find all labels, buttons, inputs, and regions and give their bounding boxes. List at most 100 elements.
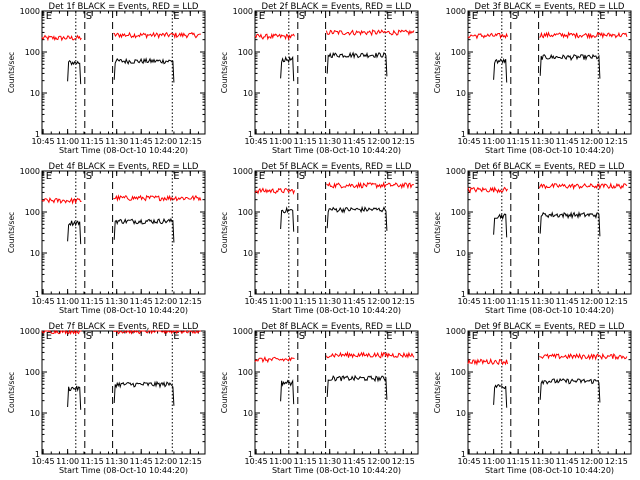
y-axis-label: Counts/sec <box>7 52 16 93</box>
x-axis-label: Start Time (08-Oct-10 10:44:20) <box>272 146 401 155</box>
x-tick-label: 11:00 <box>482 457 505 466</box>
x-tick-label: 10:45 <box>32 297 55 306</box>
event-marker-label: E <box>599 11 605 22</box>
y-tick-label: 1000 <box>20 7 40 16</box>
plot-frame <box>254 10 419 135</box>
event-marker-label: E <box>46 171 52 182</box>
chart-title: Det 3f BLACK = Events, RED = LLD <box>475 2 625 12</box>
y-tick-label: 100 <box>238 208 253 217</box>
x-axis-label: Start Time (08-Oct-10 10:44:20) <box>59 306 188 315</box>
plot-frame <box>254 170 419 295</box>
x-tick-label: 11:15 <box>507 297 530 306</box>
x-axis-label: Start Time (08-Oct-10 10:44:20) <box>272 466 401 475</box>
plot-frame <box>41 330 206 455</box>
x-axis-label: Start Time (08-Oct-10 10:44:20) <box>485 306 614 315</box>
series-line-events <box>113 380 175 406</box>
chart-title: Det 2f BLACK = Events, RED = LLD <box>262 2 412 12</box>
y-tick-label: 1 <box>248 130 253 139</box>
plot-frame <box>467 330 632 455</box>
event-marker-label: E <box>386 331 392 342</box>
x-tick-label: 12:00 <box>154 457 177 466</box>
event-marker-label: S <box>299 331 305 342</box>
x-tick-label: 12:00 <box>580 457 603 466</box>
y-axis-label: Counts/sec <box>433 212 442 253</box>
x-tick-label: 11:00 <box>269 297 292 306</box>
y-axis-label: Counts/sec <box>220 372 229 413</box>
event-marker-label: S <box>512 331 518 342</box>
chart-panel: Det 5f BLACK = Events, RED = LLD 1 10 100 10… <box>220 162 419 315</box>
plot-frame <box>467 170 632 295</box>
x-tick-label: 11:45 <box>556 137 579 146</box>
event-marker-label: S <box>512 11 518 22</box>
y-tick-label: 1 <box>461 290 466 299</box>
series-line-events <box>113 57 175 83</box>
series-line-events <box>67 59 82 85</box>
y-tick-label: 10 <box>456 409 466 418</box>
y-tick-label: 1 <box>35 290 40 299</box>
event-marker-label: E <box>472 11 478 22</box>
y-tick-label: 10 <box>30 89 40 98</box>
chart-title: Det 9f BLACK = Events, RED = LLD <box>475 322 625 332</box>
x-tick-label: 11:45 <box>130 137 153 146</box>
x-tick-label: 10:45 <box>458 297 481 306</box>
x-axis-label: Start Time (08-Oct-10 10:44:20) <box>59 146 188 155</box>
event-marker-label: S <box>86 171 92 182</box>
event-marker-label: E <box>46 11 52 22</box>
x-tick-label: 10:45 <box>245 297 268 306</box>
x-tick-label: 11:30 <box>105 137 128 146</box>
x-axis-label: Start Time (08-Oct-10 10:44:20) <box>59 466 188 475</box>
y-tick-label: 100 <box>238 48 253 57</box>
x-tick-label: 11:15 <box>507 457 530 466</box>
x-tick-label: 10:45 <box>458 137 481 146</box>
series-line-events <box>493 383 508 408</box>
x-tick-label: 11:15 <box>507 137 530 146</box>
y-tick-label: 10 <box>243 249 253 258</box>
x-tick-label: 10:45 <box>458 457 481 466</box>
x-tick-label: 12:15 <box>392 457 415 466</box>
plot-frame <box>467 10 632 135</box>
series-line-events <box>280 206 295 232</box>
x-tick-label: 10:45 <box>245 457 268 466</box>
x-tick-label: 11:15 <box>294 297 317 306</box>
x-tick-label: 11:45 <box>343 137 366 146</box>
series-line-lld <box>254 32 295 41</box>
chart-title: Det 7f BLACK = Events, RED = LLD <box>49 322 199 332</box>
chart-panel: Det 2f BLACK = Events, RED = LLD 1 10 100 10… <box>220 2 419 155</box>
event-marker-label: E <box>173 171 179 182</box>
x-tick-label: 10:45 <box>245 137 268 146</box>
y-tick-label: 10 <box>30 249 40 258</box>
chart-panel: Det 7f BLACK = Events, RED = LLD 1 10 100 10… <box>7 322 206 475</box>
series-line-events <box>539 377 601 403</box>
chart-title: Det 5f BLACK = Events, RED = LLD <box>262 162 412 172</box>
plot-frame <box>41 10 206 135</box>
series-line-events <box>326 205 388 231</box>
series-line-events <box>67 220 82 245</box>
series-line-lld <box>254 356 295 364</box>
chart-title: Det 4f BLACK = Events, RED = LLD <box>49 162 199 172</box>
event-marker-label: E <box>173 331 179 342</box>
y-tick-label: 100 <box>238 368 253 377</box>
chart-title: Det 6f BLACK = Events, RED = LLD <box>475 162 625 172</box>
y-tick-label: 1000 <box>446 7 466 16</box>
series-line-lld <box>467 32 508 40</box>
y-axis-label: Counts/sec <box>433 52 442 93</box>
series-line-events <box>113 217 175 243</box>
x-tick-label: 11:15 <box>294 457 317 466</box>
event-marker-label: E <box>599 331 605 342</box>
x-tick-label: 12:00 <box>154 297 177 306</box>
event-marker-label: E <box>386 11 392 22</box>
x-tick-label: 12:15 <box>179 137 202 146</box>
y-axis-label: Counts/sec <box>433 372 442 413</box>
x-axis-label: Start Time (08-Oct-10 10:44:20) <box>485 466 614 475</box>
series-line-events <box>493 57 508 83</box>
x-tick-label: 11:00 <box>482 137 505 146</box>
y-tick-label: 10 <box>30 409 40 418</box>
x-tick-label: 11:30 <box>318 457 341 466</box>
x-tick-label: 11:00 <box>56 297 79 306</box>
y-tick-label: 1 <box>35 130 40 139</box>
x-tick-label: 12:00 <box>367 457 390 466</box>
x-tick-label: 11:30 <box>105 297 128 306</box>
event-marker-label: S <box>86 331 92 342</box>
x-tick-label: 12:15 <box>605 297 628 306</box>
